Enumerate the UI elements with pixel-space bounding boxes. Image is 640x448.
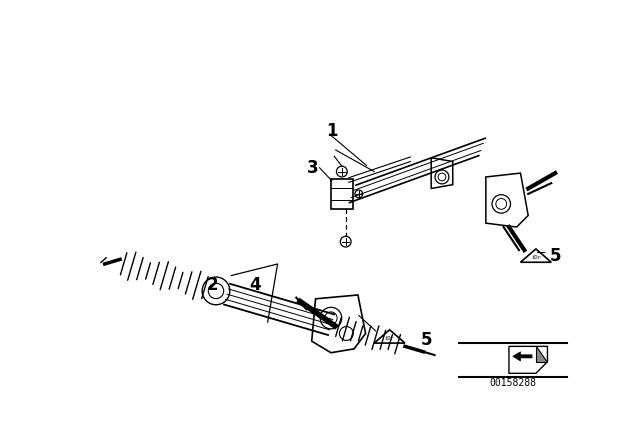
Text: iDr: iDr: [385, 336, 394, 341]
Text: 5: 5: [421, 331, 432, 349]
Text: 2: 2: [207, 276, 218, 294]
Text: 00158288: 00158288: [490, 378, 536, 388]
Polygon shape: [509, 346, 547, 373]
Text: iDr: iDr: [531, 255, 541, 260]
Text: 1: 1: [326, 122, 338, 140]
Text: 5: 5: [549, 246, 561, 264]
Polygon shape: [513, 352, 532, 361]
Text: 4: 4: [249, 276, 260, 294]
Text: 3: 3: [307, 159, 319, 177]
Polygon shape: [536, 346, 547, 362]
